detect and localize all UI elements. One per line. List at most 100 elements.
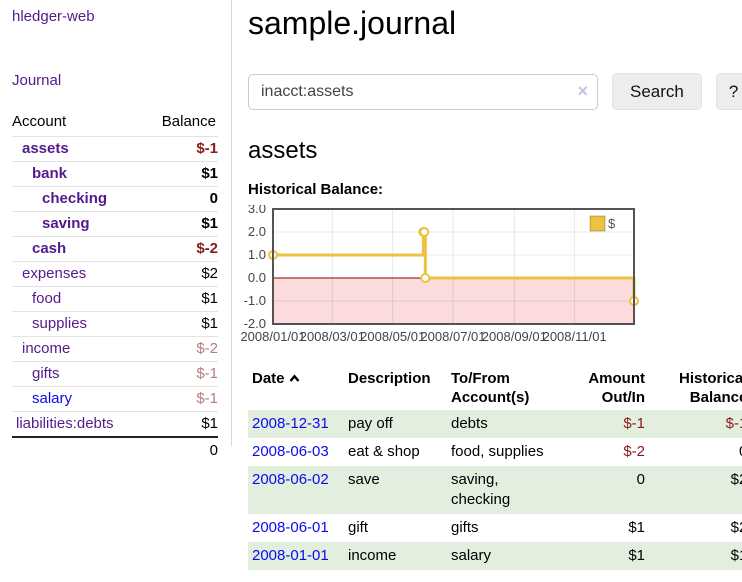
svg-text:$: $	[608, 216, 616, 231]
account-link-supplies[interactable]: supplies	[32, 315, 88, 332]
svg-text:2008/07/01: 2008/07/01	[420, 329, 485, 344]
transaction-date-link[interactable]: 2008-06-02	[252, 471, 329, 488]
accounts-total-value: 0	[209, 442, 218, 459]
account-row-salary: salary $-1	[12, 386, 218, 411]
account-link-assets[interactable]: assets	[22, 140, 69, 157]
accounts-header-balance: Balance	[161, 113, 216, 130]
transaction-account: debts	[451, 415, 488, 432]
sidebar: hledger-web Journal Account Balance asse…	[0, 0, 232, 570]
account-link-income[interactable]: income	[22, 340, 71, 357]
search-button[interactable]: Search	[612, 73, 702, 110]
account-link-saving[interactable]: saving	[42, 215, 90, 232]
page-title: sample.journal	[248, 5, 457, 41]
account-balance: $-2	[196, 240, 218, 257]
brand-link[interactable]: hledger-web	[12, 8, 95, 25]
svg-text:-1.0: -1.0	[244, 293, 266, 308]
account-balance: 0	[209, 190, 218, 207]
account-row-gifts: gifts $-1	[12, 361, 218, 386]
svg-text:-2.0: -2.0	[244, 316, 266, 331]
register-row: 2008-06-03 eat & shop food, supplies $-2…	[248, 438, 742, 466]
register-row: 2008-12-31 pay off debts $-1 $-1	[248, 410, 742, 438]
transaction-description: save	[348, 471, 380, 488]
sidebar-divider	[231, 0, 232, 446]
search-bar: × Search ?	[248, 73, 742, 110]
svg-text:2008/01/01: 2008/01/01	[240, 329, 305, 344]
account-row-food: food $1	[12, 286, 218, 311]
account-balance: $2	[201, 265, 218, 282]
account-row-income: income $-2	[12, 336, 218, 361]
header-description: Description	[348, 370, 431, 387]
account-link-gifts[interactable]: gifts	[32, 365, 60, 382]
transaction-account: gifts	[451, 519, 479, 536]
transaction-amount: $-1	[623, 415, 645, 432]
svg-text:1.0: 1.0	[248, 247, 266, 262]
account-link-cash[interactable]: cash	[32, 240, 67, 257]
clear-search-icon[interactable]: ×	[577, 80, 588, 101]
transaction-date-link[interactable]: 2008-01-01	[252, 547, 329, 564]
svg-text:2008/03/01: 2008/03/01	[300, 329, 365, 344]
account-balance: $-1	[196, 365, 218, 382]
transaction-description: eat & shop	[348, 443, 420, 460]
svg-text:2.0: 2.0	[248, 224, 266, 239]
account-balance: $-1	[196, 390, 218, 407]
register-row: 2008-01-01 income salary $1 $1	[248, 542, 742, 570]
transaction-description: gift	[348, 519, 369, 536]
transaction-date-link[interactable]: 2008-06-03	[252, 443, 329, 460]
account-balance: $1	[201, 215, 218, 232]
search-input[interactable]	[248, 73, 598, 110]
account-row-supplies: supplies $1	[12, 311, 218, 336]
transaction-description: income	[348, 547, 397, 564]
account-row-assets: assets $-1	[12, 136, 218, 161]
transaction-balance: $2	[730, 519, 742, 536]
account-heading: assets	[248, 137, 318, 164]
transaction-date-link[interactable]: 2008-06-01	[252, 519, 329, 536]
transaction-date-link[interactable]: 2008-12-31	[252, 415, 329, 432]
register-header-row: Date Description To/From Account(s) Amou…	[248, 366, 742, 410]
svg-text:3.0: 3.0	[248, 205, 266, 216]
main-content: sample.journal × Search ? assets Histori…	[232, 0, 742, 570]
header-account: To/From Account(s)	[451, 370, 530, 406]
account-balance: $1	[201, 290, 218, 307]
account-balance: $-1	[196, 140, 218, 157]
account-row-saving: saving $1	[12, 211, 218, 236]
account-row-bank: bank $1	[12, 161, 218, 186]
account-link-bank[interactable]: bank	[32, 165, 68, 182]
account-row-liabilities-debts: liabilities:debts $1	[12, 411, 218, 436]
app-window: hledger-web Journal Account Balance asse…	[0, 0, 742, 570]
transaction-account: saving, checking	[451, 471, 511, 508]
accounts-header-account: Account	[12, 113, 67, 130]
account-row-checking: checking 0	[12, 186, 218, 211]
accounts-table-header: Account Balance	[12, 110, 218, 136]
accounts-table: Account Balance assets $-1 bank $1 check…	[12, 110, 218, 463]
transaction-balance: $1	[730, 547, 742, 564]
header-amount: Amount Out/In	[588, 370, 645, 406]
account-link-food[interactable]: food	[32, 290, 62, 307]
account-link-checking[interactable]: checking	[42, 190, 108, 207]
chart-canvas[interactable]: 3.0 2.0 1.0 0.0 -1.0 -2.02008/01/012008/03/01…	[239, 201, 707, 349]
accounts-total-row: 0	[12, 436, 218, 463]
transaction-account: food, supplies	[451, 443, 544, 460]
historical-balance-chart[interactable]: 3.0 2.0 1.0 0.0 -1.0 -2.0 2008/01/01 2008/03/01…	[239, 201, 742, 354]
transaction-description: pay off	[348, 415, 393, 432]
svg-text:2008/09/01: 2008/09/01	[482, 329, 547, 344]
header-date[interactable]: Date	[248, 366, 344, 410]
transaction-amount: $-2	[623, 443, 645, 460]
help-button[interactable]: ?	[715, 73, 742, 110]
sort-ascending-icon	[289, 369, 300, 388]
account-row-cash: cash $-2	[12, 236, 218, 261]
account-link-liabilities-debts[interactable]: liabilities:debts	[16, 415, 114, 432]
transaction-amount: 0	[636, 471, 645, 488]
transaction-balance: $2	[730, 471, 742, 488]
transaction-account: salary	[451, 547, 492, 564]
account-balance: $1	[201, 415, 218, 432]
sidebar-item-journal[interactable]: Journal	[12, 72, 62, 89]
account-balance: $1	[201, 315, 218, 332]
account-link-expenses[interactable]: expenses	[22, 265, 87, 282]
svg-text:0.0: 0.0	[248, 270, 266, 285]
account-row-expenses: expenses $2	[12, 261, 218, 286]
svg-text:2008/11/01: 2008/11/01	[543, 329, 607, 344]
transaction-balance: 0	[649, 438, 742, 466]
account-balance: $-2	[196, 340, 218, 357]
account-link-salary[interactable]: salary	[32, 390, 73, 407]
register-table: Date Description To/From Account(s) Amou…	[248, 366, 742, 570]
